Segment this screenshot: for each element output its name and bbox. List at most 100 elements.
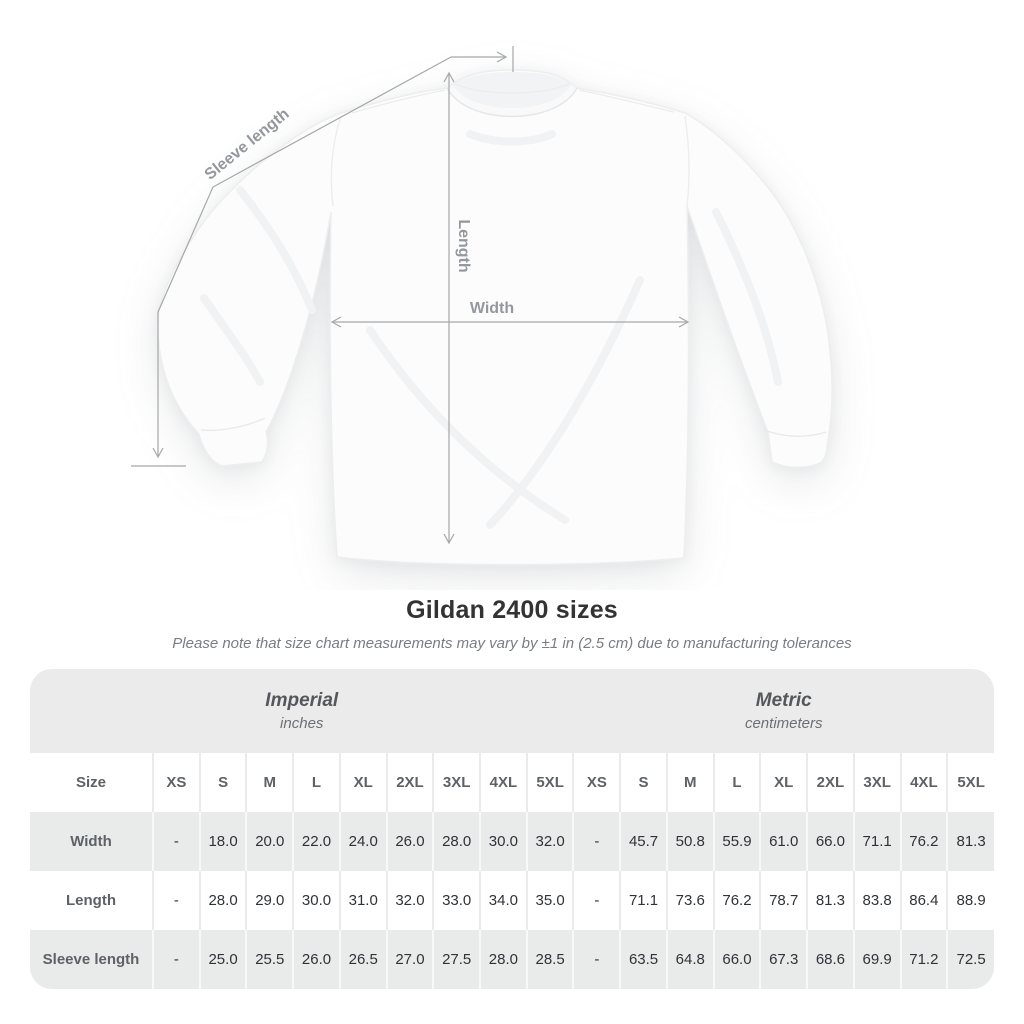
table-row: Sleeve length -25.0 25.5 26.0 26.5 27.0 27.5 28…: [30, 930, 994, 989]
col-header-imperial-5xl: 5XL: [525, 753, 574, 812]
value-cell: 71.1: [619, 871, 667, 930]
row-label: Width: [70, 833, 112, 850]
value-cell: 28.0: [432, 812, 481, 871]
value-cell: -: [572, 812, 621, 871]
left-armhole-seam: [330, 115, 342, 207]
value-cell: 64.8: [665, 930, 714, 989]
col-header-metric-4xl: 4XL: [899, 753, 948, 812]
value-cell: 22.0: [292, 812, 340, 871]
right-shoulder-seam: [578, 89, 675, 113]
value-cell: 81.3: [946, 812, 994, 871]
value-cell: 24.0: [338, 812, 387, 871]
size-header-row: Size XS S M L XL 2XL 3XL 4XL 5XL XS S M L XL 2XL 3XL 4XL…: [30, 753, 994, 812]
col-header-imperial-m: M: [245, 753, 294, 812]
length-label: Length: [455, 219, 472, 272]
value-cell: 83.8: [852, 871, 901, 930]
size-column-header: Size: [75, 774, 106, 791]
col-header-metric-2xl: 2XL: [806, 753, 854, 812]
value-cell: 18.0: [198, 812, 247, 871]
value-cell: 73.6: [665, 871, 714, 930]
value-cell: 76.2: [712, 871, 761, 930]
col-header-metric-m: M: [665, 753, 714, 812]
value-cell: 31.0: [338, 871, 387, 930]
collar-back-seam: [454, 83, 570, 94]
imperial-group-label: Imperial: [265, 689, 339, 711]
value-cell: -: [572, 871, 621, 930]
col-header-metric-xs: XS: [572, 753, 621, 812]
value-cell: 34.0: [479, 871, 527, 930]
shirt-silhouette: [157, 69, 833, 566]
col-header-imperial-3xl: 3XL: [432, 753, 481, 812]
col-header-metric-xl: XL: [759, 753, 808, 812]
col-header-imperial-2xl: 2XL: [385, 753, 434, 812]
value-cell: 32.0: [385, 871, 434, 930]
col-header-imperial-xl: XL: [338, 753, 387, 812]
row-label: Sleeve length: [42, 951, 140, 968]
fabric-folds: [200, 130, 782, 529]
shirt-illustration: [157, 69, 833, 566]
metric-group-label: Metric: [755, 689, 812, 711]
col-header-imperial-xs: XS: [152, 753, 200, 812]
value-cell: 61.0: [759, 812, 808, 871]
col-header-imperial-s: S: [198, 753, 247, 812]
value-cell: 33.0: [432, 871, 481, 930]
value-cell: 28.5: [525, 930, 574, 989]
value-cell: 30.0: [479, 812, 527, 871]
col-header-imperial-l: L: [292, 753, 340, 812]
value-cell: 28.0: [198, 871, 247, 930]
value-cell: 28.0: [479, 930, 527, 989]
col-header-metric-l: L: [712, 753, 761, 812]
imperial-group-sublabel: inches: [280, 715, 324, 733]
imperial-group-header: Imperial inches: [30, 669, 573, 753]
value-cell: 45.7: [619, 812, 667, 871]
metric-group-sublabel: centimeters: [744, 715, 823, 733]
value-cell: 76.2: [899, 812, 948, 871]
tolerance-note: Please note that size chart measurements…: [172, 635, 852, 652]
value-cell: 66.0: [712, 930, 761, 989]
value-cell: 35.0: [525, 871, 574, 930]
value-cell: 26.0: [292, 930, 340, 989]
value-cell: 68.6: [806, 930, 854, 989]
shirt-diagram-svg: Sleeve length Length Width: [131, 46, 833, 566]
left-cuff-seam: [200, 417, 266, 432]
collar-outer-seam: [446, 87, 578, 118]
value-cell: 69.9: [852, 930, 901, 989]
value-cell: 20.0: [245, 812, 294, 871]
value-cell: 26.5: [338, 930, 387, 989]
page-title: Gildan 2400 sizes: [406, 596, 618, 624]
width-arrow: Width: [330, 300, 690, 328]
length-arrow: Length: [443, 71, 472, 545]
value-cell: -: [572, 930, 621, 989]
value-cell: 72.5: [946, 930, 994, 989]
metric-group-header: Metric centimeters: [573, 669, 994, 753]
value-cell: 26.0: [385, 812, 434, 871]
value-cell: 25.5: [245, 930, 294, 989]
value-cell: 86.4: [899, 871, 948, 930]
value-cell: 63.5: [619, 930, 667, 989]
row-label: Length: [66, 892, 116, 909]
table-row: Length -28.0 29.0 30.0 31.0 32.0 33.0 34.0 35.0-…: [30, 871, 994, 930]
value-cell: 81.3: [806, 871, 854, 930]
value-cell: 30.0: [292, 871, 340, 930]
shirt-measurement-diagram: Sleeve length Length Width: [131, 46, 833, 566]
value-cell: -: [152, 812, 200, 871]
value-cell: 50.8: [665, 812, 714, 871]
unit-group-row: Imperial inches Metric centimeters: [30, 669, 994, 753]
value-cell: 67.3: [759, 930, 808, 989]
right-cuff-seam: [763, 429, 827, 437]
value-cell: 71.2: [899, 930, 948, 989]
value-cell: 27.5: [432, 930, 481, 989]
value-cell: -: [152, 930, 200, 989]
right-armhole-seam: [684, 115, 690, 207]
value-cell: 78.7: [759, 871, 808, 930]
value-cell: 27.0: [385, 930, 434, 989]
width-label: Width: [470, 300, 514, 317]
value-cell: 55.9: [712, 812, 761, 871]
table-row: Width -18.0 20.0 22.0 24.0 26.0 28.0 30.0 32.0-4…: [30, 812, 994, 871]
value-cell: 32.0: [525, 812, 574, 871]
value-cell: -: [152, 871, 200, 930]
value-cell: 25.0: [198, 930, 247, 989]
col-header-metric-3xl: 3XL: [852, 753, 901, 812]
col-header-metric-5xl: 5XL: [946, 753, 994, 812]
value-cell: 88.9: [946, 871, 994, 930]
